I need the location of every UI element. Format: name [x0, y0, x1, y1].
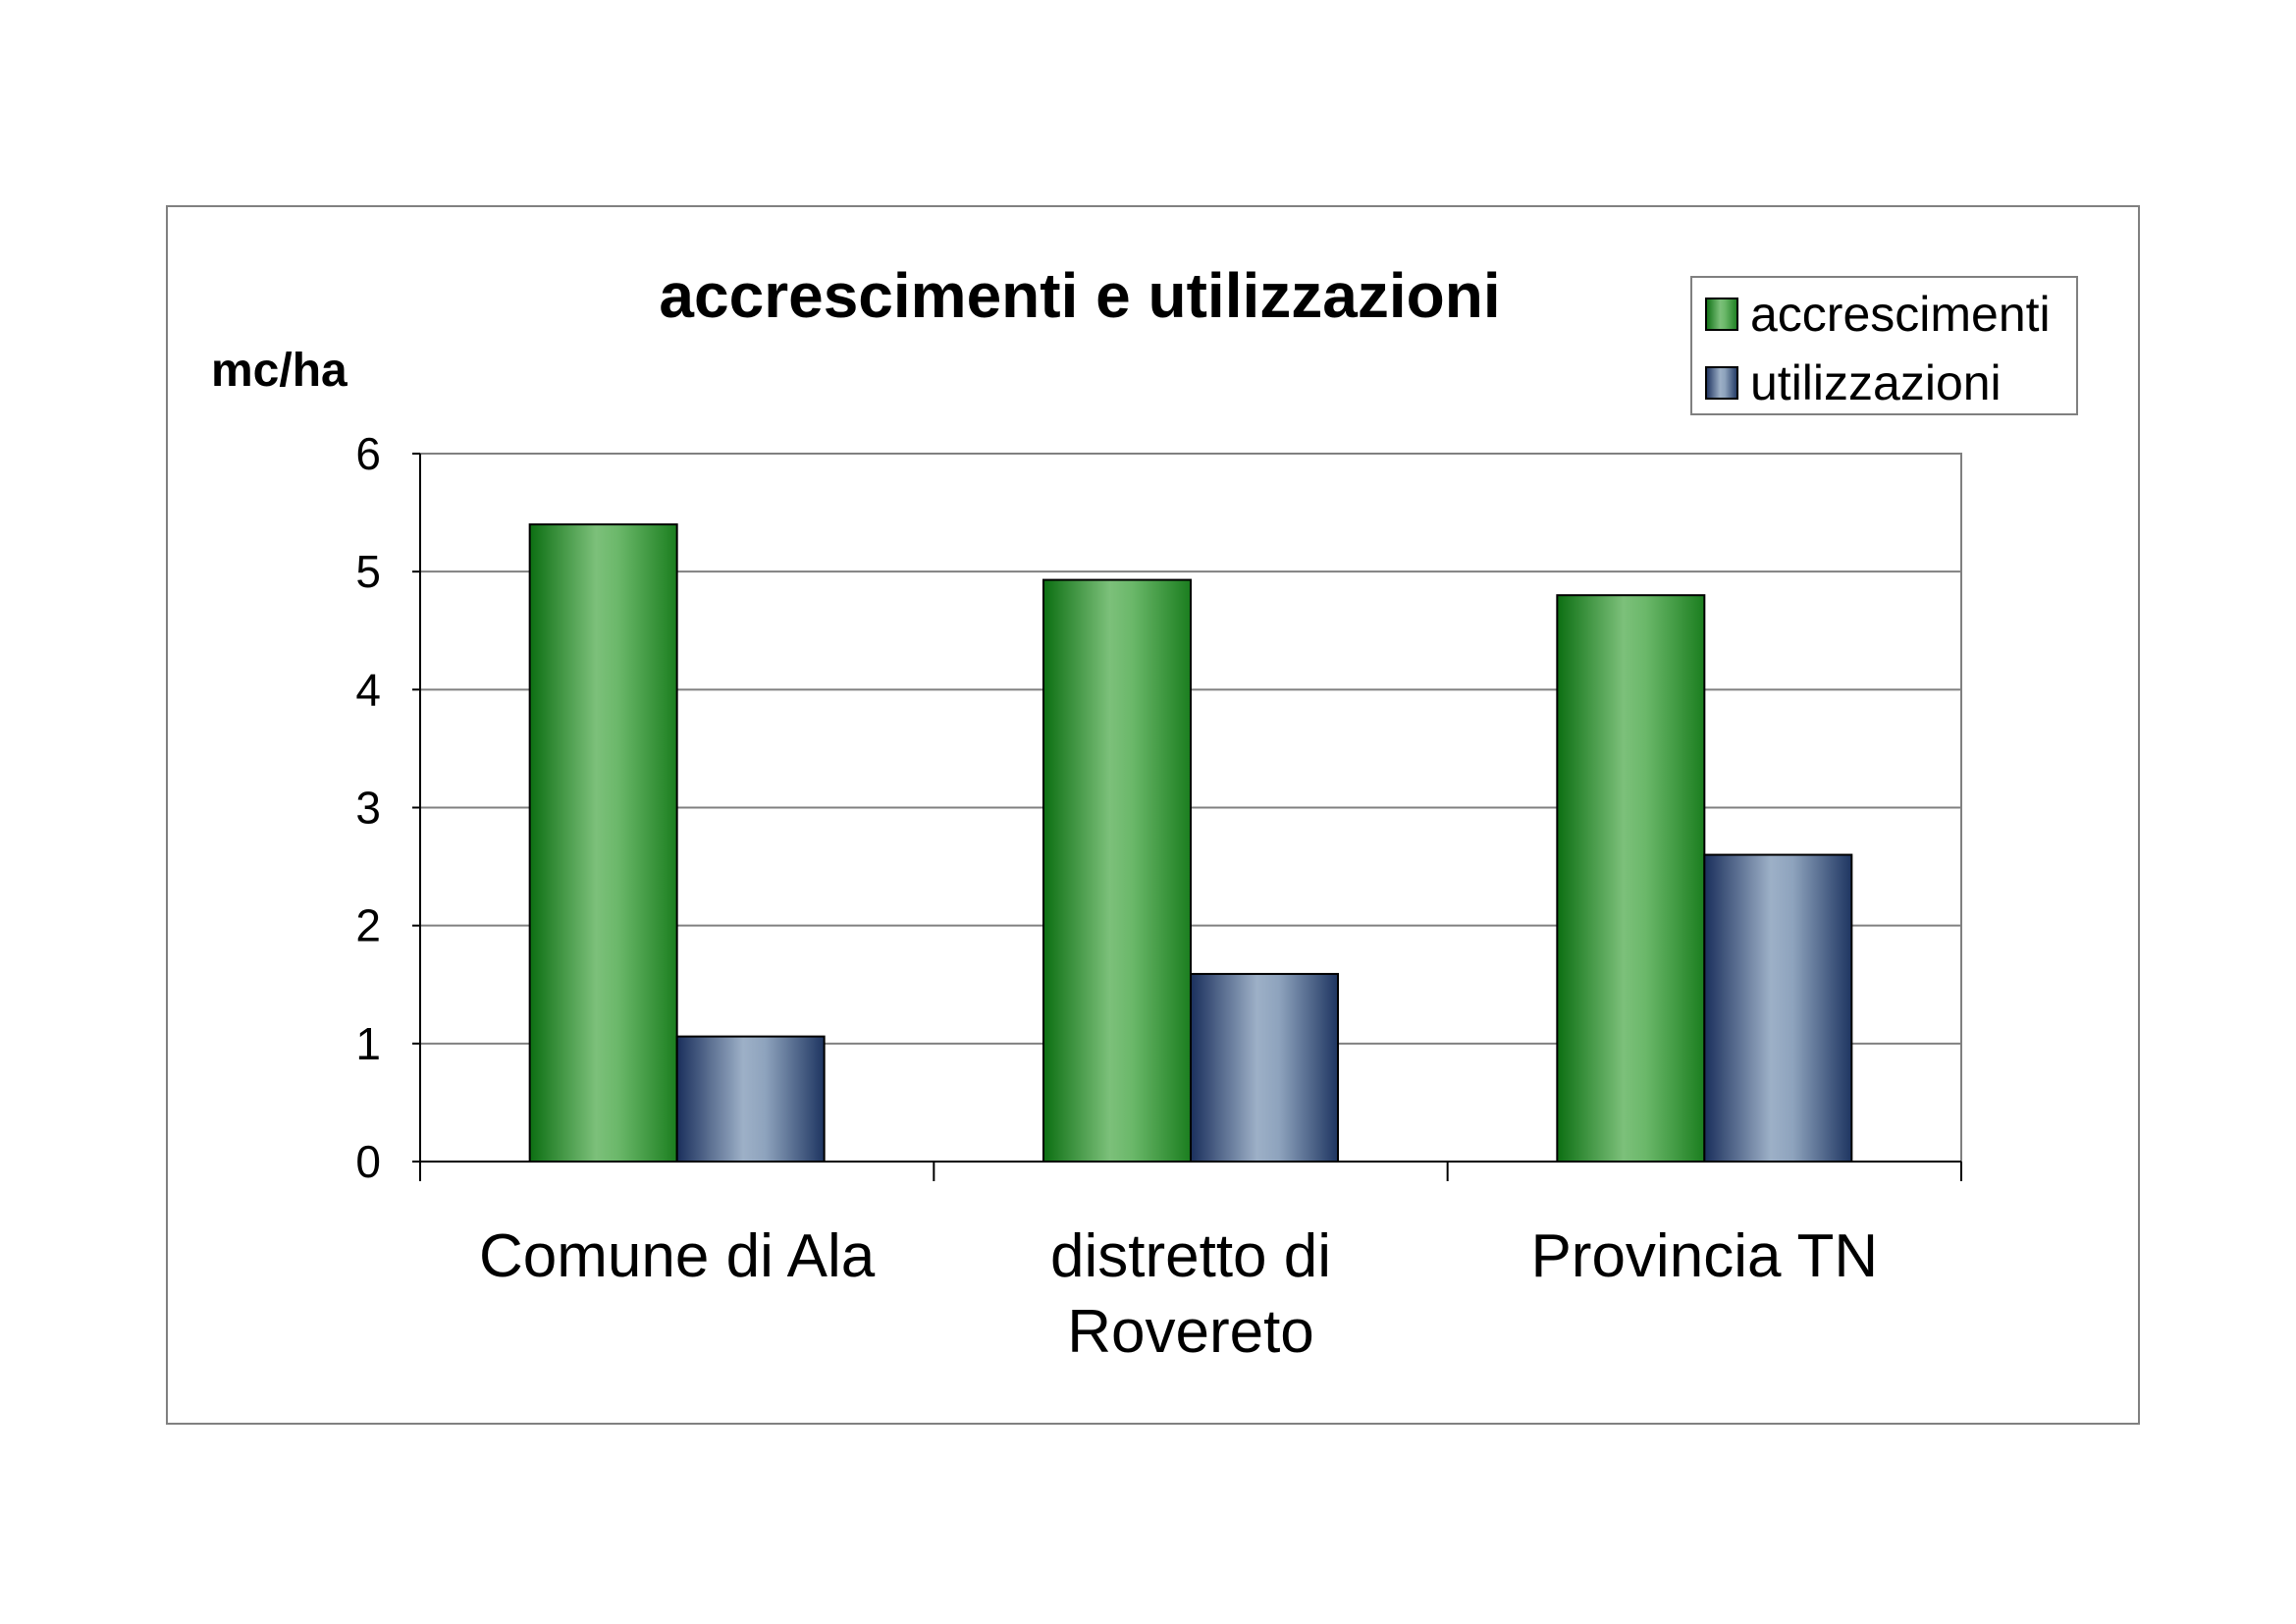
legend-box	[1690, 276, 2078, 415]
bar-utilizzazioni	[1703, 853, 1853, 1163]
legend-swatch-utilizzazioni	[1705, 366, 1738, 400]
y-tick-label: 0	[355, 1136, 381, 1187]
x-tick-label: Comune di Ala	[479, 1222, 876, 1290]
bar-accrescimenti	[1042, 578, 1192, 1163]
plot-area: 0 1 2 3 4 5 6 Comune di Ala distretto di Rovereto…	[355, 428, 1962, 1366]
x-tick-label: distretto di	[1050, 1222, 1331, 1290]
bar-accrescimenti	[1556, 594, 1706, 1163]
bar-accrescimenti	[528, 523, 678, 1163]
y-axis-label: mc/ha	[211, 345, 347, 397]
y-tick-label: 5	[355, 546, 381, 597]
y-tick-label: 6	[355, 428, 381, 479]
legend-label-utilizzazioni: utilizzazioni	[1750, 355, 2002, 410]
y-tick-label: 2	[355, 900, 381, 951]
legend: accrescimenti utilizzazioni	[1690, 276, 2078, 415]
y-tick-label: 3	[355, 783, 381, 834]
x-tick-label: Provincia TN	[1530, 1222, 1878, 1290]
legend-label-accrescimenti: accrescimenti	[1750, 287, 2051, 342]
bar-utilizzazioni	[675, 1035, 826, 1163]
bar-utilizzazioni	[1190, 972, 1339, 1163]
chart-title: accrescimenti e utilizzazioni	[659, 260, 1500, 331]
legend-swatch-accrescimenti	[1705, 298, 1738, 331]
y-tick-label: 4	[355, 664, 381, 715]
y-tick-label: 1	[355, 1018, 381, 1069]
x-tick-label: Rovereto	[1067, 1298, 1314, 1366]
